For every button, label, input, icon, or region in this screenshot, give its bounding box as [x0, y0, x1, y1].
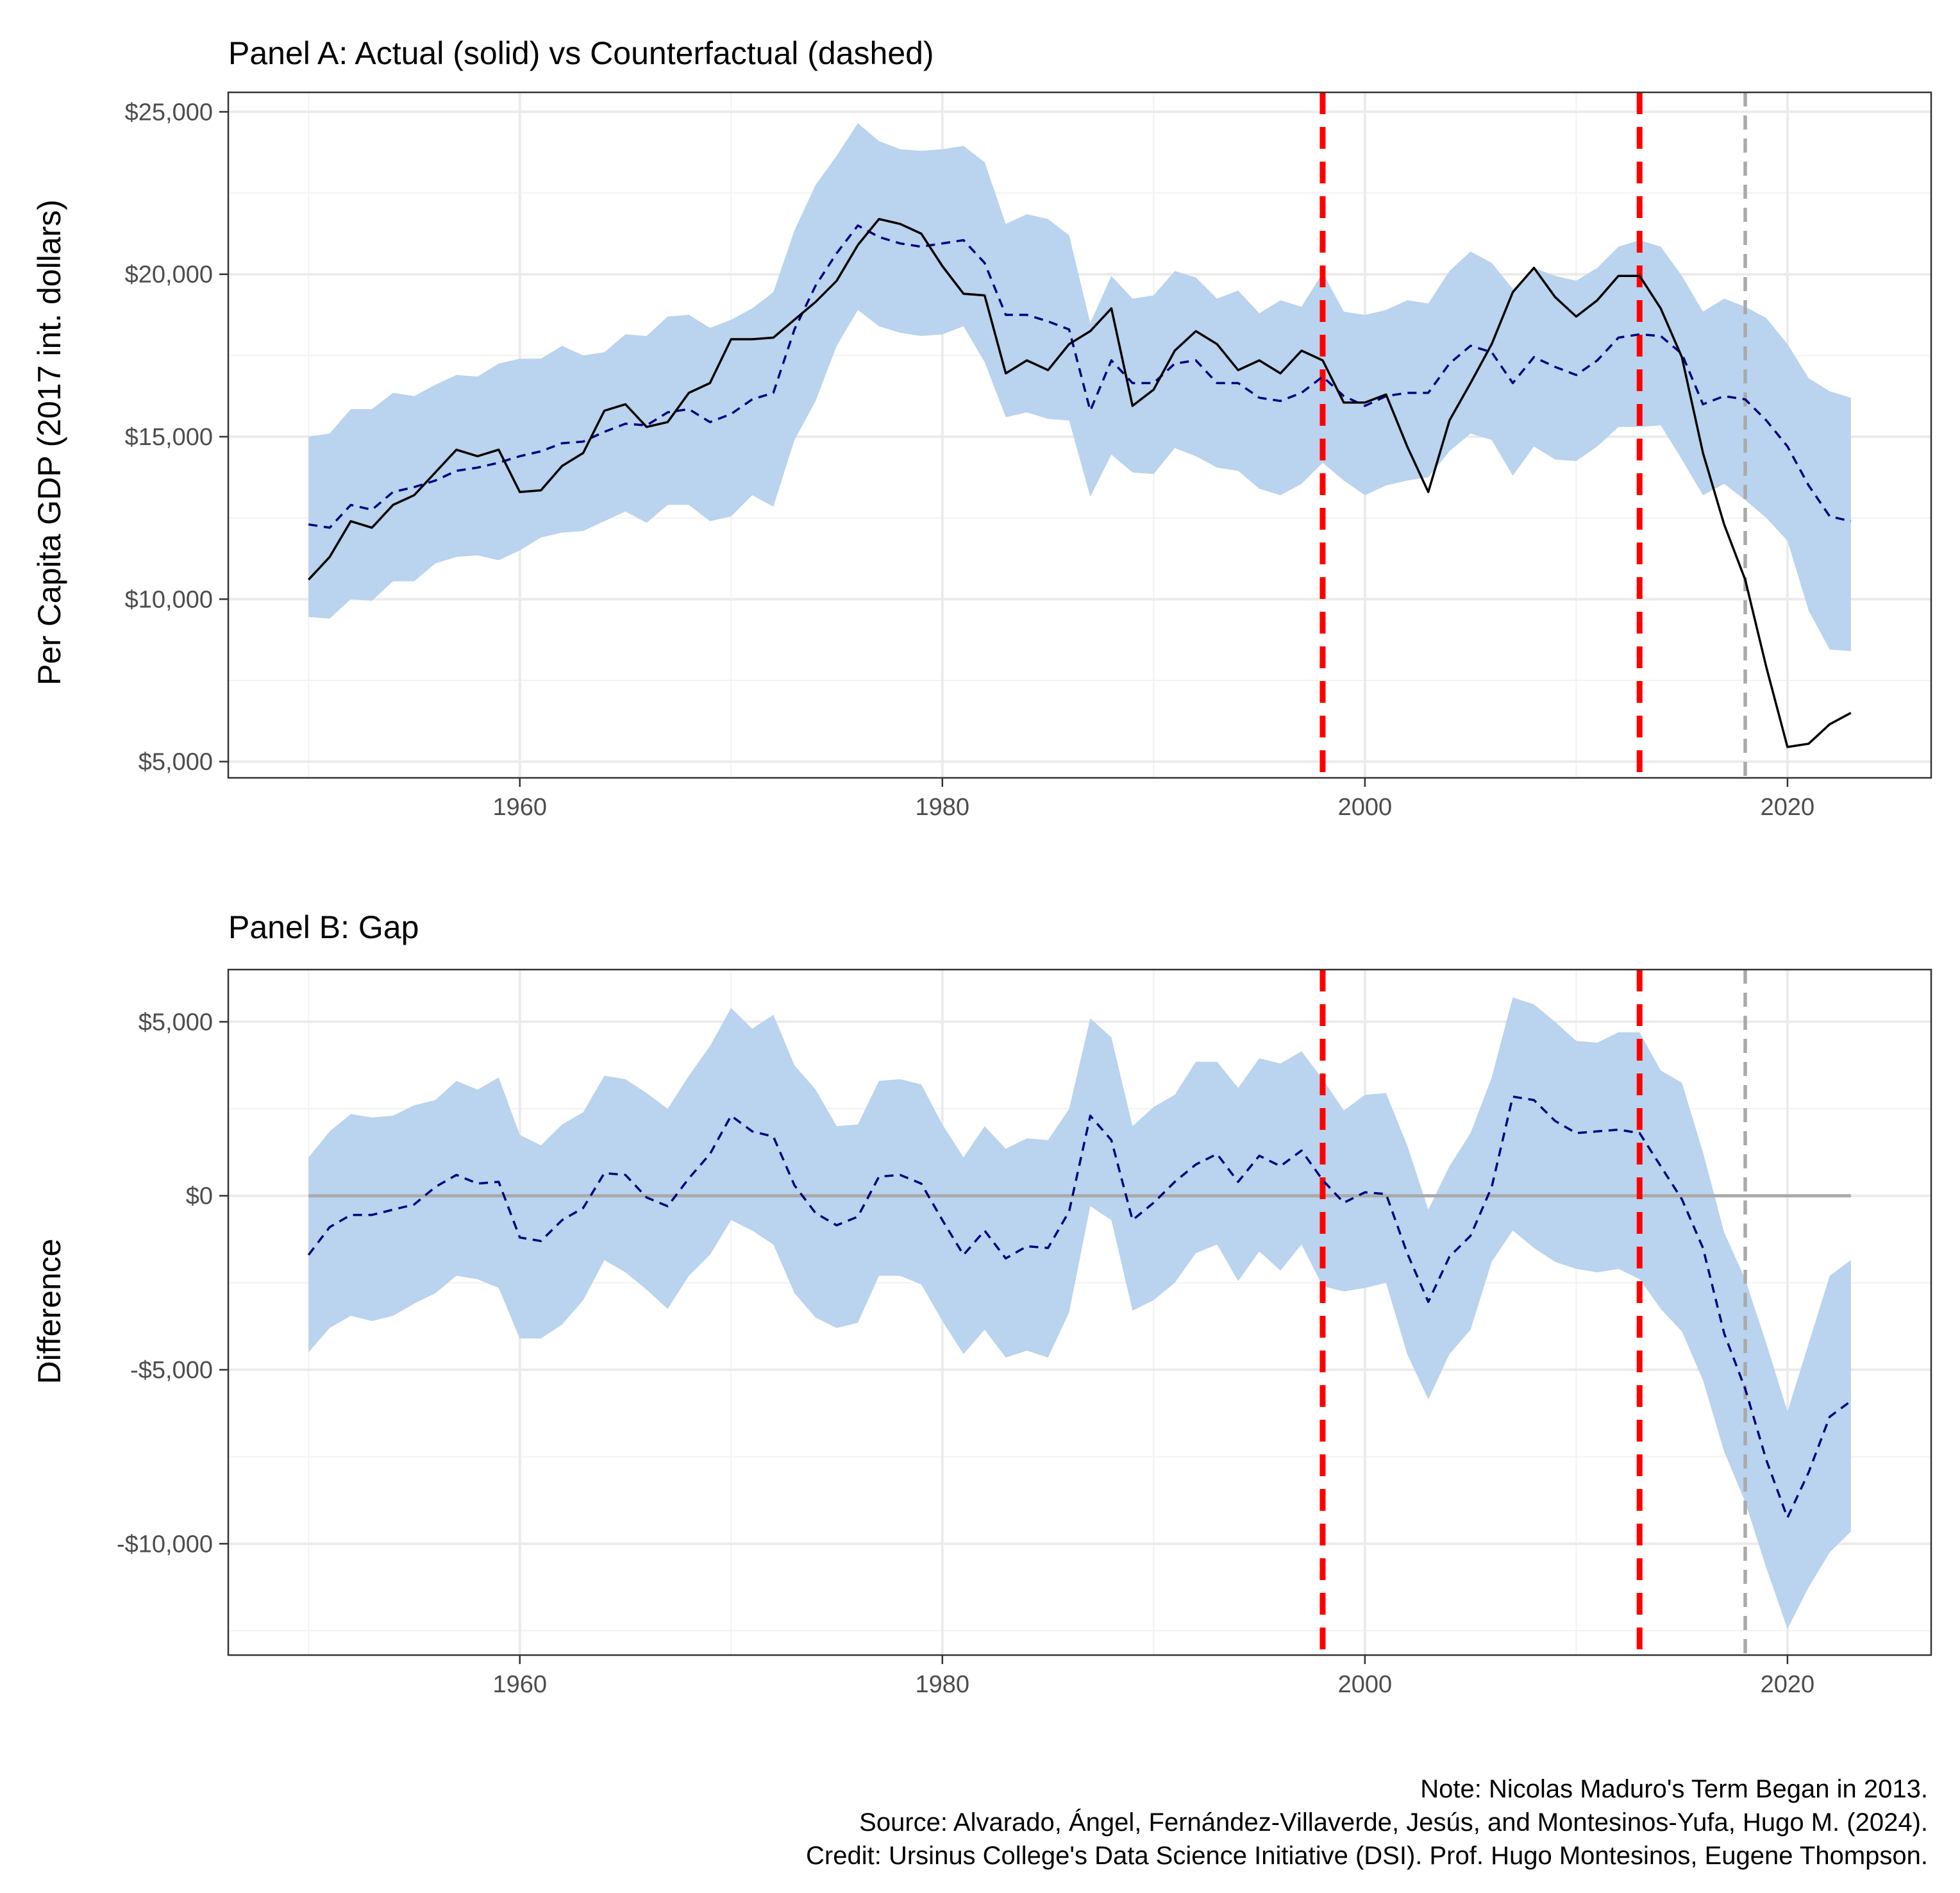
gap-line	[307, 1095, 1852, 1519]
panel-a-x-axis: 1960 1980 2000 2020	[492, 778, 1814, 821]
y-tick-label: -$10,000	[117, 1531, 213, 1558]
confidence-band	[308, 997, 1851, 1629]
caption: Note: Nicolas Maduro's Term Began in 201…	[806, 1775, 1928, 1870]
y-tick-label: $5,000	[138, 749, 213, 776]
y-tick-label: $15,000	[125, 424, 213, 451]
caption-note: Note: Nicolas Maduro's Term Began in 201…	[1420, 1775, 1928, 1803]
panel-a-y-axis: $5,000 $10,000 $15,000 $20,000 $25,000	[125, 99, 228, 776]
panel-b-y-axis: -$10,000 -$5,000 $0 $5,000	[117, 1009, 228, 1558]
panel-b-x-axis: 1960 1980 2000 2020	[492, 1655, 1814, 1698]
actual-line	[307, 217, 1852, 748]
panel-a-title: Panel A: Actual (solid) vs Counterfactua…	[228, 35, 934, 71]
x-tick-label: 1980	[916, 1671, 970, 1698]
panel-a-y-axis-title: Per Capita GDP (2017 int. dollars)	[31, 199, 67, 686]
x-tick-label: 2000	[1338, 794, 1393, 821]
panel-b-border	[227, 968, 1932, 1656]
panel-b-band	[308, 997, 1851, 1629]
panel-a-border	[227, 91, 1932, 779]
x-tick-label: 1960	[492, 1671, 547, 1698]
y-tick-label: $5,000	[138, 1009, 213, 1036]
y-tick-label: $25,000	[125, 99, 213, 126]
panel-b-y-axis-title: Difference	[31, 1239, 67, 1384]
y-tick-label: -$5,000	[130, 1357, 213, 1384]
y-tick-label: $20,000	[125, 262, 213, 289]
panel-a-band	[308, 123, 1851, 652]
panel-a-reference-lines	[1319, 92, 1747, 778]
caption-source: Source: Alvarado, Ángel, Fernández-Villa…	[859, 1808, 1928, 1837]
panel-b-title: Panel B: Gap	[228, 909, 419, 945]
confidence-band	[308, 123, 1851, 652]
panel-b: Panel B: Gap Difference 1960 1980 2000 2020…	[31, 909, 1932, 1698]
counterfactual-line	[308, 224, 1852, 529]
x-tick-label: 1960	[492, 794, 547, 821]
panel-b-reference-lines	[308, 970, 1851, 1655]
panel-a: Panel A: Actual (solid) vs Counterfactua…	[31, 35, 1932, 821]
panel-a-series	[307, 217, 1852, 748]
y-tick-label: $0	[186, 1183, 213, 1210]
x-tick-label: 2020	[1761, 794, 1815, 821]
x-tick-label: 1980	[916, 794, 970, 821]
y-tick-label: $10,000	[125, 586, 213, 613]
caption-credit: Credit: Ursinus College's Data Science I…	[806, 1842, 1928, 1870]
x-tick-label: 2020	[1761, 1671, 1815, 1698]
panel-b-series	[307, 1095, 1852, 1519]
x-tick-label: 2000	[1338, 1671, 1393, 1698]
